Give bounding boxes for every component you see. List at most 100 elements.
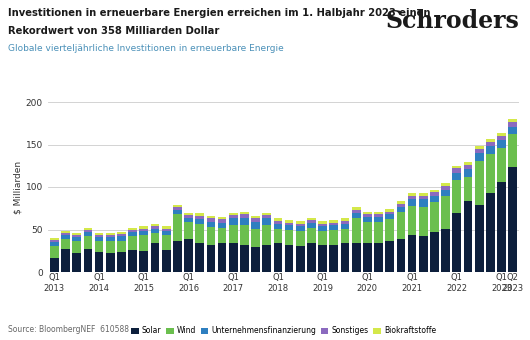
Bar	[475, 146, 483, 149]
Bar	[497, 182, 506, 272]
Bar	[173, 205, 182, 207]
Bar	[396, 211, 405, 239]
Bar	[319, 245, 327, 272]
Bar	[307, 243, 316, 272]
Bar	[430, 190, 439, 192]
Bar	[508, 167, 517, 272]
Bar	[128, 230, 137, 232]
Bar	[319, 231, 327, 245]
Bar	[106, 253, 114, 272]
Bar	[117, 241, 126, 252]
Bar	[363, 214, 372, 217]
Bar	[497, 148, 506, 182]
Bar	[385, 211, 394, 214]
Bar	[173, 207, 182, 210]
Bar	[106, 235, 114, 237]
Text: Rekordwert von 358 Milliarden Dollar: Rekordwert von 358 Milliarden Dollar	[8, 26, 219, 35]
Bar	[73, 253, 81, 272]
Bar	[396, 204, 405, 207]
Bar	[229, 243, 237, 272]
Bar	[464, 201, 472, 272]
Bar	[229, 215, 237, 219]
Bar	[486, 139, 494, 142]
Bar	[240, 218, 249, 225]
Bar	[207, 219, 215, 222]
Bar	[251, 246, 260, 272]
Bar	[453, 173, 461, 180]
Bar	[330, 231, 338, 245]
Bar	[374, 243, 383, 272]
Bar	[319, 226, 327, 231]
Bar	[207, 245, 215, 272]
Bar	[396, 201, 405, 204]
Bar	[273, 224, 282, 229]
Bar	[464, 163, 472, 165]
Bar	[207, 222, 215, 227]
Bar	[229, 219, 237, 225]
Bar	[229, 212, 237, 215]
Bar	[84, 249, 92, 272]
Bar	[95, 233, 103, 235]
Bar	[162, 235, 171, 250]
Bar	[430, 192, 439, 196]
Bar	[73, 241, 81, 253]
Bar	[441, 183, 450, 186]
Bar	[251, 222, 260, 229]
Bar	[184, 239, 193, 272]
Bar	[218, 243, 226, 272]
Bar	[330, 223, 338, 225]
Bar	[374, 217, 383, 222]
Bar	[352, 212, 360, 218]
Bar	[475, 161, 483, 205]
Bar	[486, 142, 494, 146]
Bar	[374, 211, 383, 214]
Bar	[262, 219, 271, 225]
Bar	[475, 149, 483, 153]
Bar	[95, 235, 103, 237]
Bar	[151, 229, 160, 233]
Bar	[497, 136, 506, 140]
Bar	[128, 228, 137, 230]
Bar	[151, 224, 160, 226]
Text: Investitionen in erneuerbare Energien erreichen im 1. Halbjahr 2023 einen: Investitionen in erneuerbare Energien er…	[8, 8, 430, 18]
Bar	[341, 229, 349, 243]
Bar	[408, 193, 417, 195]
Bar	[408, 195, 417, 199]
Bar	[218, 217, 226, 219]
Bar	[497, 133, 506, 136]
Bar	[453, 168, 461, 173]
Bar	[61, 235, 70, 239]
Bar	[61, 239, 70, 249]
Bar	[50, 242, 59, 245]
Bar	[273, 221, 282, 224]
Bar	[296, 224, 305, 226]
Bar	[117, 234, 126, 236]
Bar	[139, 226, 148, 229]
Bar	[117, 252, 126, 272]
Bar	[196, 219, 204, 224]
Bar	[363, 211, 372, 214]
Bar	[73, 235, 81, 237]
Bar	[430, 202, 439, 232]
Bar	[173, 210, 182, 214]
Bar	[73, 237, 81, 241]
Bar	[341, 219, 349, 221]
Bar	[251, 219, 260, 222]
Bar	[430, 195, 439, 202]
Bar	[84, 232, 92, 236]
Legend: Solar, Wind, Unternehmensfinanzierung, Sonstiges, Biokraftstoffe: Solar, Wind, Unternehmensfinanzierung, S…	[128, 323, 439, 339]
Bar	[319, 221, 327, 224]
Bar	[50, 258, 59, 272]
Bar	[296, 221, 305, 224]
Bar	[453, 180, 461, 212]
Text: Source: BloombergNEF  610588: Source: BloombergNEF 610588	[8, 325, 129, 334]
Bar	[296, 226, 305, 231]
Bar	[475, 205, 483, 272]
Bar	[95, 237, 103, 241]
Bar	[296, 231, 305, 245]
Bar	[196, 216, 204, 219]
Bar	[139, 235, 148, 251]
Bar	[307, 228, 316, 243]
Bar	[117, 232, 126, 234]
Bar	[307, 218, 316, 220]
